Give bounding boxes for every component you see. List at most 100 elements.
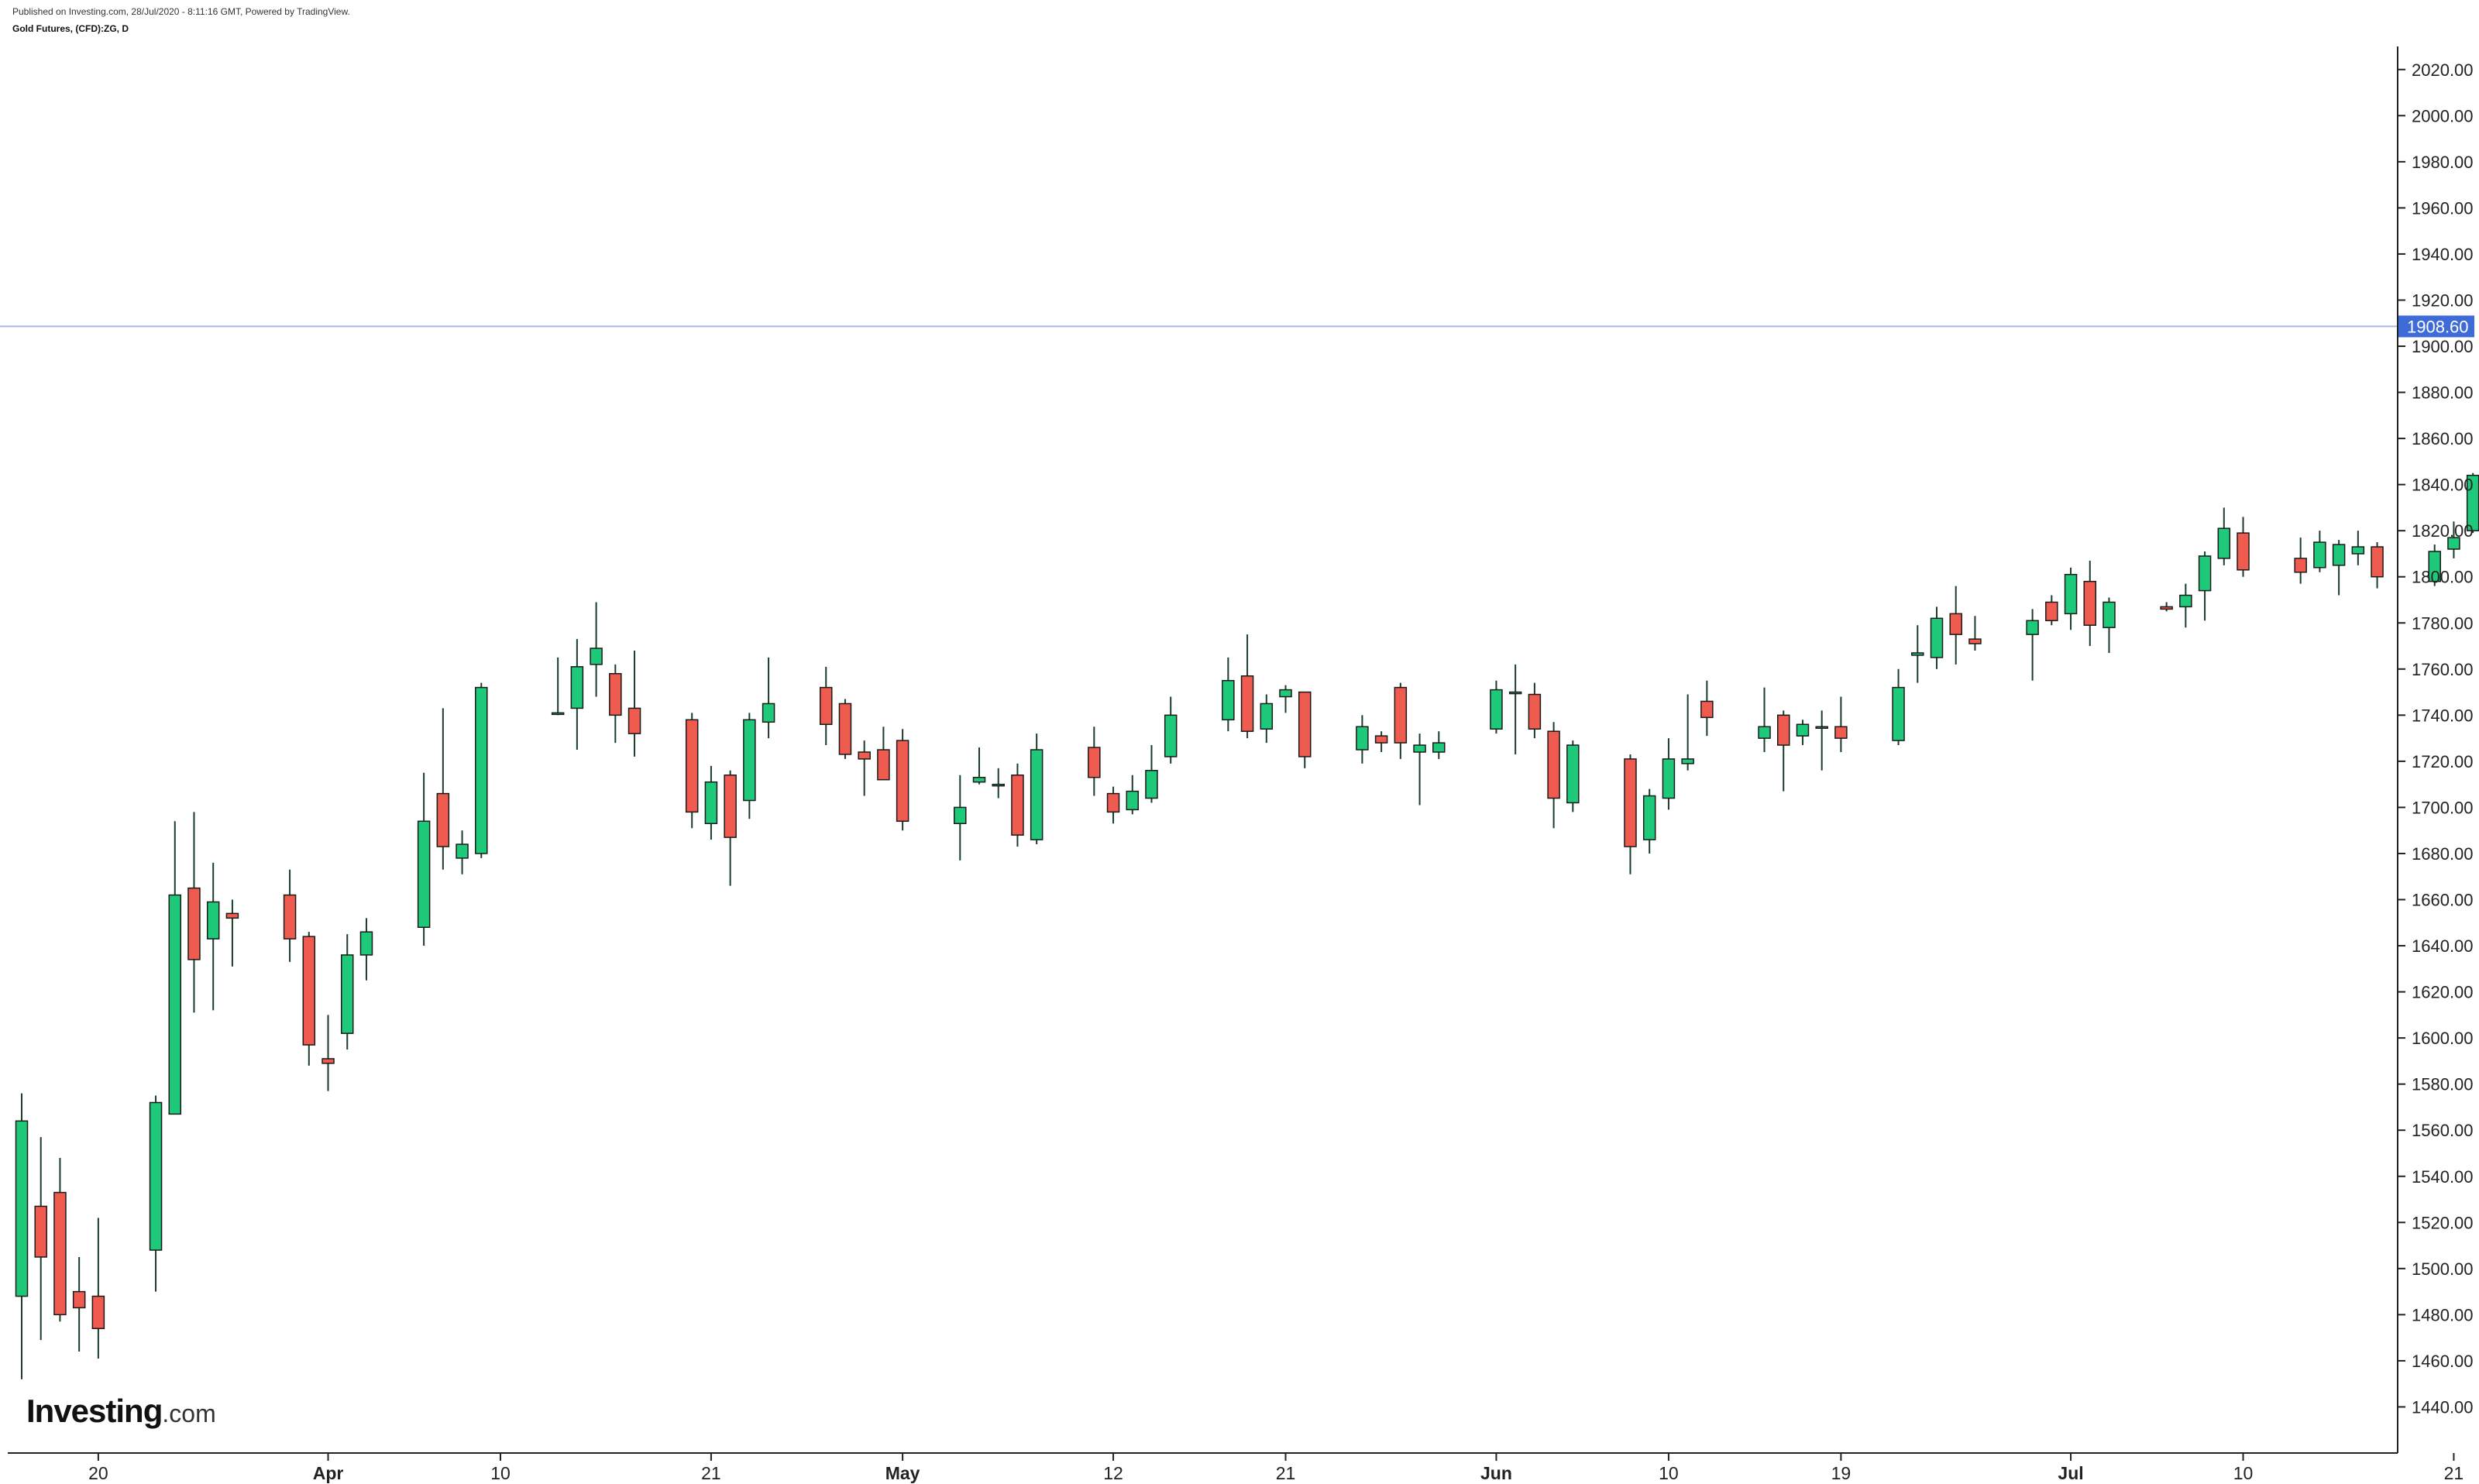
candle-body — [2428, 551, 2441, 582]
y-tick-label: 1860.00 — [2412, 429, 2474, 448]
candle-body — [1490, 689, 1503, 730]
y-tick-label: 1960.00 — [2412, 198, 2474, 218]
candle — [1892, 668, 1905, 746]
candle — [1547, 722, 1560, 829]
candle — [2351, 531, 2365, 565]
candle — [187, 812, 201, 1013]
x-tick-label: 10 — [490, 1463, 511, 1483]
candle-body — [570, 666, 584, 709]
candle-body — [1547, 730, 1560, 799]
candle — [359, 918, 373, 981]
candle — [819, 666, 833, 746]
candle — [1432, 731, 1446, 759]
candle — [1834, 696, 1848, 752]
candle-body — [1394, 686, 1408, 744]
candle-body — [877, 749, 890, 781]
candle-body — [2217, 527, 2231, 559]
candle — [1776, 710, 1790, 792]
candle — [627, 650, 641, 757]
y-tick-label: 1880.00 — [2412, 383, 2474, 403]
candle-body — [2447, 537, 2460, 550]
candle — [2045, 595, 2058, 626]
candle — [1968, 616, 1982, 651]
candle-body — [15, 1120, 29, 1297]
candle-body — [1930, 617, 1944, 658]
candle-body — [1030, 749, 1044, 840]
candle-body — [187, 887, 201, 960]
candle — [1240, 634, 1254, 739]
y-tick-label: 1620.00 — [2412, 983, 2474, 1002]
logo-suffix: .com — [162, 1400, 216, 1427]
candle — [609, 664, 622, 744]
candle — [456, 830, 469, 874]
candle — [2294, 538, 2307, 584]
candle-body — [896, 740, 909, 823]
x-tick-label: 21 — [701, 1463, 721, 1483]
candles-layer — [15, 472, 2479, 1379]
candle — [436, 708, 450, 870]
candle-body — [149, 1101, 163, 1251]
candle — [302, 932, 316, 1066]
candle — [321, 1015, 335, 1091]
candle — [704, 765, 718, 840]
y-tick-label: 1980.00 — [2412, 153, 2474, 172]
y-tick-label: 1460.00 — [2412, 1352, 2474, 1371]
candle-body — [992, 783, 1005, 787]
y-tick-label: 1680.00 — [2412, 844, 2474, 864]
y-tick-label: 1540.00 — [2412, 1167, 2474, 1187]
y-tick-label: 2020.00 — [2412, 60, 2474, 80]
candle-body — [436, 792, 450, 847]
candle — [2198, 551, 2212, 621]
candle — [1508, 664, 1522, 754]
candle — [1279, 685, 1292, 713]
candle — [2237, 517, 2250, 577]
candle — [2217, 507, 2231, 565]
y-tick-label: 1800.00 — [2412, 568, 2474, 587]
candle — [1758, 687, 1771, 752]
candle-body — [340, 954, 354, 1034]
candle-body — [2351, 546, 2365, 555]
candle — [992, 768, 1005, 799]
candle-body — [838, 702, 852, 755]
candle — [1298, 691, 1312, 768]
candle — [1356, 715, 1369, 764]
y-tick-label: 1920.00 — [2412, 290, 2474, 310]
candle-body — [590, 648, 603, 665]
candle-body — [1088, 747, 1101, 778]
current-price-label-bg — [2398, 315, 2474, 338]
candle — [685, 713, 699, 829]
candle-body — [283, 894, 297, 940]
candle — [2179, 583, 2192, 628]
candle-body — [168, 894, 182, 1115]
candle — [2428, 544, 2441, 586]
candle-body — [2294, 558, 2307, 573]
candle — [1413, 733, 1426, 806]
candle-body — [972, 776, 986, 783]
candle-body — [91, 1295, 105, 1329]
candle-body — [1240, 675, 1254, 732]
candle-body — [551, 712, 565, 716]
y-tick-label: 2000.00 — [2412, 106, 2474, 125]
candle-body — [627, 707, 641, 734]
candle — [72, 1256, 86, 1352]
candle-body — [2237, 532, 2250, 571]
x-tick-label: 21 — [1276, 1463, 1296, 1483]
candle-body — [1279, 689, 1292, 698]
candle-body — [53, 1191, 67, 1316]
candle-body — [1624, 758, 1637, 847]
candle-body — [2371, 546, 2384, 578]
candle-body — [2179, 594, 2192, 608]
x-tick-label: 20 — [88, 1463, 108, 1483]
candle — [206, 862, 220, 1011]
candle-body — [2064, 573, 2078, 615]
candle — [417, 772, 431, 946]
candle — [1164, 696, 1178, 764]
candle — [1949, 586, 1962, 665]
y-tick-label: 1660.00 — [2412, 891, 2474, 910]
candle-body — [1106, 792, 1120, 813]
candle-body — [1892, 686, 1905, 741]
candle — [896, 729, 909, 831]
candle — [1374, 731, 1388, 752]
candle — [1011, 763, 1024, 847]
